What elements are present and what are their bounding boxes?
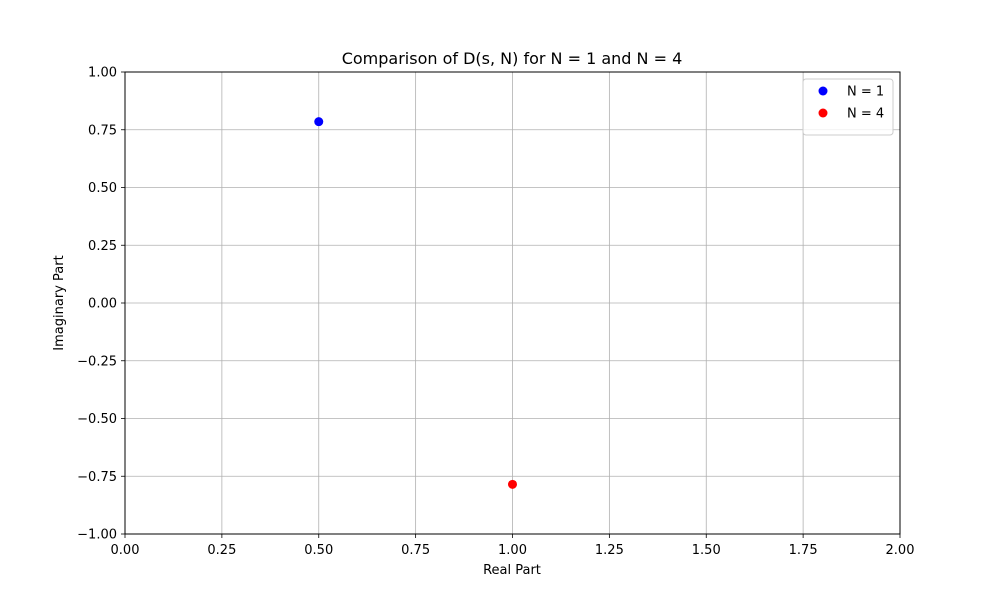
x-tick-label: 1.25	[595, 543, 624, 558]
legend-marker	[818, 86, 828, 96]
x-tick-label: 0.25	[207, 543, 236, 558]
x-tick-label: 2.00	[886, 543, 915, 558]
y-tick-label: 0.50	[88, 181, 117, 196]
y-tick-label: −1.00	[77, 528, 117, 543]
x-axis-label: Real Part	[483, 563, 541, 578]
x-tick-label: 1.50	[692, 543, 721, 558]
chart-title: Comparison of D(s, N) for N = 1 and N = …	[342, 49, 683, 68]
x-tick-label: 0.75	[401, 543, 430, 558]
legend-label: N = 1	[847, 85, 884, 100]
y-tick-label: 1.00	[88, 66, 117, 81]
x-tick-label: 0.50	[304, 543, 333, 558]
plot-area: 0.00 0.25 0.50 0.75 1.00 1.25 1.50 1.75 2.00 −1.…	[77, 66, 914, 559]
y-axis-label: Imaginary Part	[52, 255, 67, 350]
x-axis-ticks: 0.00 0.25 0.50 0.75 1.00 1.25 1.50 1.75 2.00	[111, 534, 915, 558]
legend-label: N = 4	[847, 107, 884, 122]
y-tick-label: 0.00	[88, 297, 117, 312]
y-tick-label: 0.25	[88, 239, 117, 254]
data-point	[508, 479, 517, 489]
y-tick-label: −0.75	[77, 470, 117, 485]
y-tick-label: 0.75	[88, 123, 117, 138]
x-tick-label: 0.00	[111, 543, 140, 558]
y-axis-ticks: −1.00 −0.75 −0.50 −0.25 0.00 0.25 0.50 0.75 1.00	[77, 66, 125, 543]
y-tick-label: −0.25	[77, 354, 117, 369]
data-points	[314, 117, 517, 489]
y-tick-label: −0.50	[77, 412, 117, 427]
data-point	[314, 117, 324, 127]
grid-lines	[124, 71, 901, 535]
legend: N = 1 N = 4	[802, 78, 894, 136]
x-tick-label: 1.75	[789, 543, 818, 558]
x-tick-label: 1.00	[498, 543, 527, 558]
legend-marker	[818, 108, 828, 118]
